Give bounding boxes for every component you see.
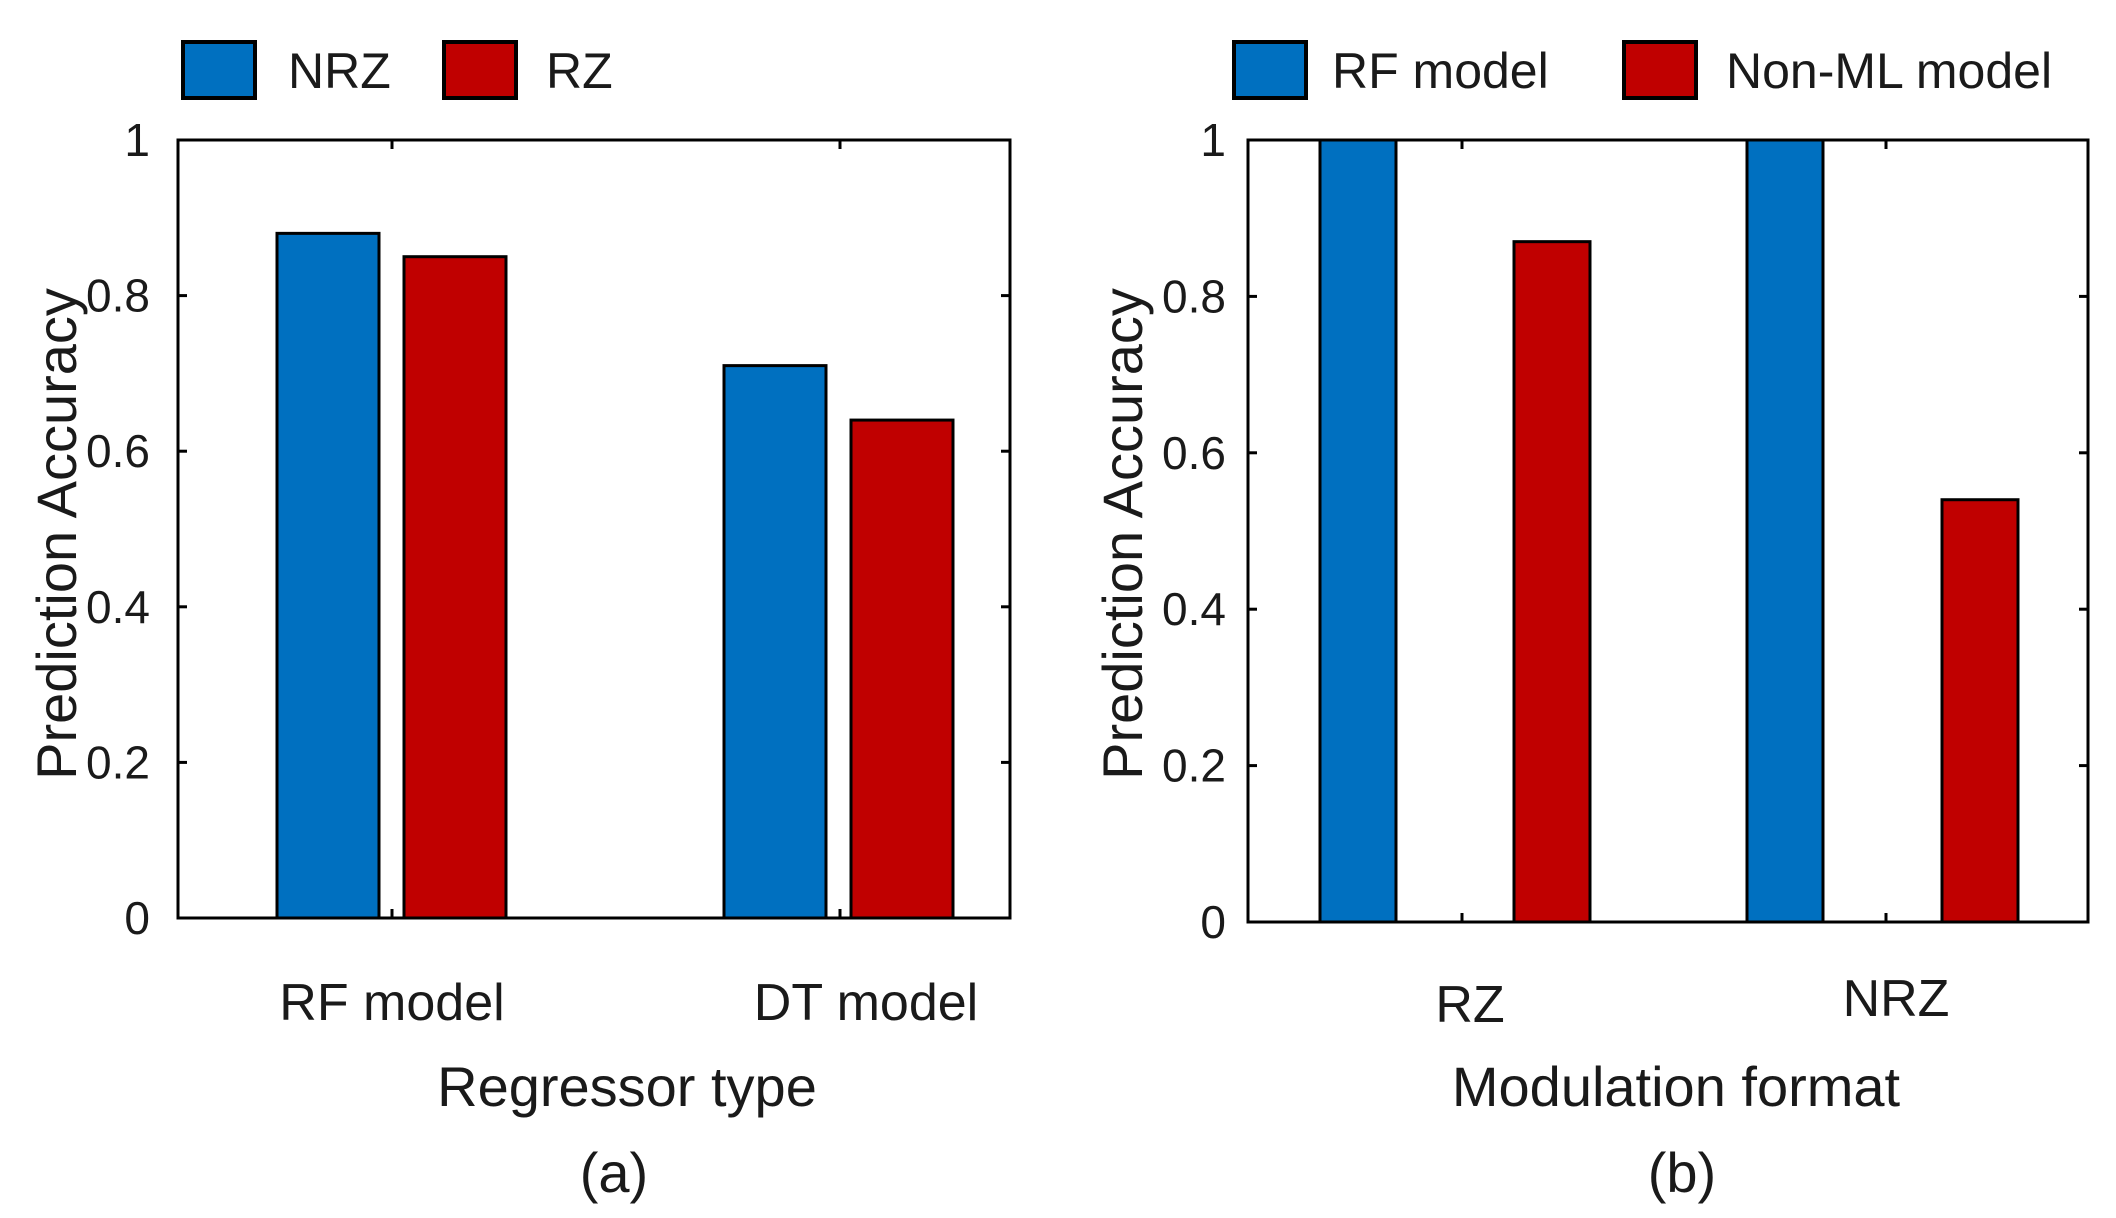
ytick-label-a-3: 0.6 <box>86 425 150 477</box>
bar-a-1-1 <box>849 418 955 920</box>
ytick-label-b-4: 0.8 <box>1162 270 1226 322</box>
ytick-label-a-4: 0.8 <box>86 270 150 322</box>
bar-b-0-0 <box>1318 138 1398 924</box>
legend-swatch-b-1 <box>1622 40 1698 100</box>
bar-a-1-0 <box>722 364 828 920</box>
legend-swatch-b-0 <box>1232 40 1308 100</box>
category-label-b-0: RZ <box>1435 976 1504 1034</box>
ytick-label-b-5: 1 <box>1200 114 1226 166</box>
x-axis-title-a: Regressor type <box>437 1055 817 1118</box>
ytick-label-b-1: 0.2 <box>1162 740 1226 792</box>
bar-b-1-0 <box>1745 138 1825 924</box>
bar-b-0-1 <box>1512 240 1592 924</box>
legend-swatch-a-1 <box>442 40 518 100</box>
ytick-label-a-2: 0.4 <box>86 581 150 633</box>
y-axis-title-b: Prediction Accuracy <box>1091 288 1154 780</box>
xticks-a <box>390 140 842 918</box>
x-axis-title-b: Modulation format <box>1452 1055 1901 1118</box>
y-axis-title-a: Prediction Accuracy <box>25 288 88 780</box>
panel-label-b: (b) <box>1648 1141 1716 1204</box>
legend-label-a-0: NRZ <box>288 43 391 99</box>
category-label-b-1: NRZ <box>1843 970 1950 1028</box>
bars-a <box>275 231 955 920</box>
category-label-a-1: DT model <box>754 974 978 1032</box>
plot-frame-a <box>176 138 1012 920</box>
legend-a: NRZ RZ <box>181 40 613 100</box>
bar-b-1-1 <box>1940 498 2020 924</box>
bar-a-0-1 <box>402 255 508 920</box>
legend-label-b-1: Non-ML model <box>1726 43 2052 99</box>
ytick-label-a-1: 0.2 <box>86 736 150 788</box>
category-label-a-0: RF model <box>279 974 504 1032</box>
legend-label-b-0: RF model <box>1332 43 1549 99</box>
plot-frame-b <box>1246 138 2090 924</box>
legend-swatch-a-0 <box>181 40 257 100</box>
legend-b: RF model Non-ML model <box>1232 40 2052 100</box>
panel-a: NRZ RZ 00.20.40.60.81 RF model DT model … <box>25 40 1012 1204</box>
yticks-b: 0 0.2 0.4 0.6 0.8 1 <box>1162 114 2088 948</box>
bars-b <box>1318 138 2020 924</box>
ytick-label-b-2: 0.4 <box>1162 583 1226 635</box>
ytick-label-a-0: 0 <box>124 892 150 944</box>
ytick-label-a-5: 1 <box>124 114 150 166</box>
ytick-label-b-3: 0.6 <box>1162 427 1226 479</box>
ytick-label-b-0: 0 <box>1200 896 1226 948</box>
legend-label-a-1: RZ <box>546 43 613 99</box>
yticks-a: 0 0.2 0.4 0.6 0.8 1 <box>86 114 1010 944</box>
panel-b: RF model Non-ML model 00.20.40.60.81 RZ … <box>1091 40 2090 1204</box>
xticks-b <box>1460 140 1888 922</box>
panel-label-a: (a) <box>580 1141 648 1204</box>
bar-a-0-0 <box>275 231 381 920</box>
